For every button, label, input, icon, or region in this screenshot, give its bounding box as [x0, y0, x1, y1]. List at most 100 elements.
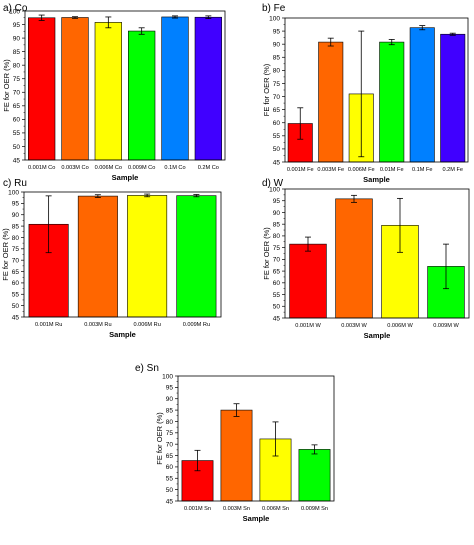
bar: [28, 17, 56, 161]
error-bar: [172, 15, 178, 19]
y-tick-label: 65: [13, 103, 21, 110]
y-tick-label: 55: [273, 292, 281, 299]
x-tick-label: 0.2M Fe: [442, 167, 463, 173]
y-tick-label: 90: [12, 212, 20, 219]
y-tick-label: 75: [13, 76, 21, 83]
x-axis-label: Sample: [364, 331, 391, 340]
x-tick-label: 0.001M W: [295, 323, 321, 329]
error-bar: [305, 236, 311, 252]
y-tick-label: 90: [273, 210, 281, 217]
x-tick-label: 0.003M Sn: [223, 506, 250, 512]
y-tick-label: 50: [273, 146, 281, 153]
error-bar: [45, 195, 52, 254]
y-tick-label: 45: [13, 157, 21, 164]
y-tick-label: 45: [273, 315, 281, 322]
x-tick-label: 0.006M W: [387, 323, 413, 329]
panel-co: a) Co Sample FE for OER (%) 0.001M Co 0.0…: [2, 3, 226, 182]
panel-ru: c) Ru Sample FE for OER (%) 0.001M Ru 0.0…: [1, 178, 222, 339]
y-tick-label: 50: [13, 144, 21, 151]
x-tick-label: 0.006M Sn: [262, 506, 289, 512]
panel-w: d) W Sample FE for OER (%) 0.001M W 0.003…: [262, 178, 470, 340]
error-bar: [327, 37, 334, 47]
y-tick-label: 50: [12, 303, 20, 310]
bar: [335, 198, 373, 319]
y-tick-label: 95: [166, 385, 174, 392]
y-tick-label: 65: [166, 453, 174, 460]
x-tick-label: 0.006M Fe: [348, 167, 375, 173]
bar: [298, 449, 331, 502]
bar: [220, 409, 253, 502]
y-tick-label: 45: [273, 159, 281, 166]
y-tick-label: 70: [12, 257, 20, 264]
x-axis-label: Sample: [112, 173, 139, 182]
y-tick-label: 45: [12, 314, 20, 321]
x-tick-label: 0.003M Ru: [84, 322, 111, 328]
error-bar: [205, 15, 212, 19]
error-bar: [388, 39, 395, 46]
error-bar: [94, 194, 101, 198]
error-bar: [311, 444, 318, 455]
y-tick-label: 80: [273, 68, 281, 75]
panel-fe: b) Fe Sample FE for OER (%) 0.001M Fe 0.0…: [262, 3, 469, 184]
x-tick-label: 0.009M Sn: [301, 506, 328, 512]
bar: [194, 16, 222, 161]
bar: [94, 22, 122, 161]
x-tick-label: 0.001M Ru: [35, 322, 62, 328]
bar: [440, 33, 466, 163]
panel-title: a) Co: [3, 3, 28, 14]
panel-title: d) W: [262, 178, 284, 189]
y-axis-label: FE for OER (%): [1, 228, 10, 281]
y-tick-label: 90: [166, 396, 174, 403]
error-bar: [351, 194, 357, 203]
error-bar: [449, 32, 456, 36]
y-tick-label: 75: [273, 245, 281, 252]
x-tick-label: 0.006M Ru: [133, 322, 160, 328]
bar: [161, 16, 189, 161]
y-axis-label: FE for OER (%): [262, 227, 271, 280]
panel-title: b) Fe: [262, 3, 286, 14]
y-tick-label: 60: [166, 464, 174, 471]
x-tick-label: 0.009M Co: [128, 165, 155, 171]
y-tick-label: 65: [12, 269, 20, 276]
y-axis-label: FE for OER (%): [155, 412, 164, 465]
y-tick-label: 80: [12, 235, 20, 242]
error-bar: [358, 30, 365, 158]
error-bar: [193, 194, 200, 198]
error-bar: [233, 403, 240, 417]
y-tick-label: 95: [273, 198, 281, 205]
x-tick-label: 0.1M Co: [164, 165, 185, 171]
error-bar: [272, 421, 279, 457]
y-tick-label: 100: [162, 373, 173, 380]
x-tick-label: 0.006M Co: [95, 165, 122, 171]
x-axis-label: Sample: [109, 330, 136, 339]
y-tick-label: 85: [273, 55, 281, 62]
y-tick-label: 70: [273, 257, 281, 264]
y-tick-label: 65: [273, 268, 281, 275]
error-bar: [297, 107, 304, 140]
y-tick-label: 55: [13, 130, 21, 137]
bar: [127, 195, 168, 318]
y-tick-label: 60: [273, 120, 281, 127]
x-tick-label: 0.003M Fe: [317, 167, 344, 173]
y-tick-label: 55: [273, 133, 281, 140]
y-tick-label: 85: [166, 407, 174, 414]
panel-title: c) Ru: [3, 178, 27, 189]
y-tick-label: 100: [8, 189, 19, 196]
y-tick-label: 95: [13, 22, 21, 29]
y-tick-label: 75: [12, 246, 20, 253]
y-tick-label: 90: [273, 41, 281, 48]
bar: [61, 17, 89, 161]
y-tick-label: 70: [166, 441, 174, 448]
error-bar: [144, 193, 151, 198]
y-tick-label: 65: [273, 107, 281, 114]
y-tick-label: 60: [273, 280, 281, 287]
error-bar: [419, 25, 426, 31]
y-tick-label: 70: [273, 94, 281, 101]
error-bar: [38, 14, 45, 21]
x-tick-label: 0.001M Sn: [184, 506, 211, 512]
error-bar: [194, 449, 201, 472]
y-tick-label: 80: [273, 233, 281, 240]
x-tick-label: 0.003M W: [341, 323, 367, 329]
